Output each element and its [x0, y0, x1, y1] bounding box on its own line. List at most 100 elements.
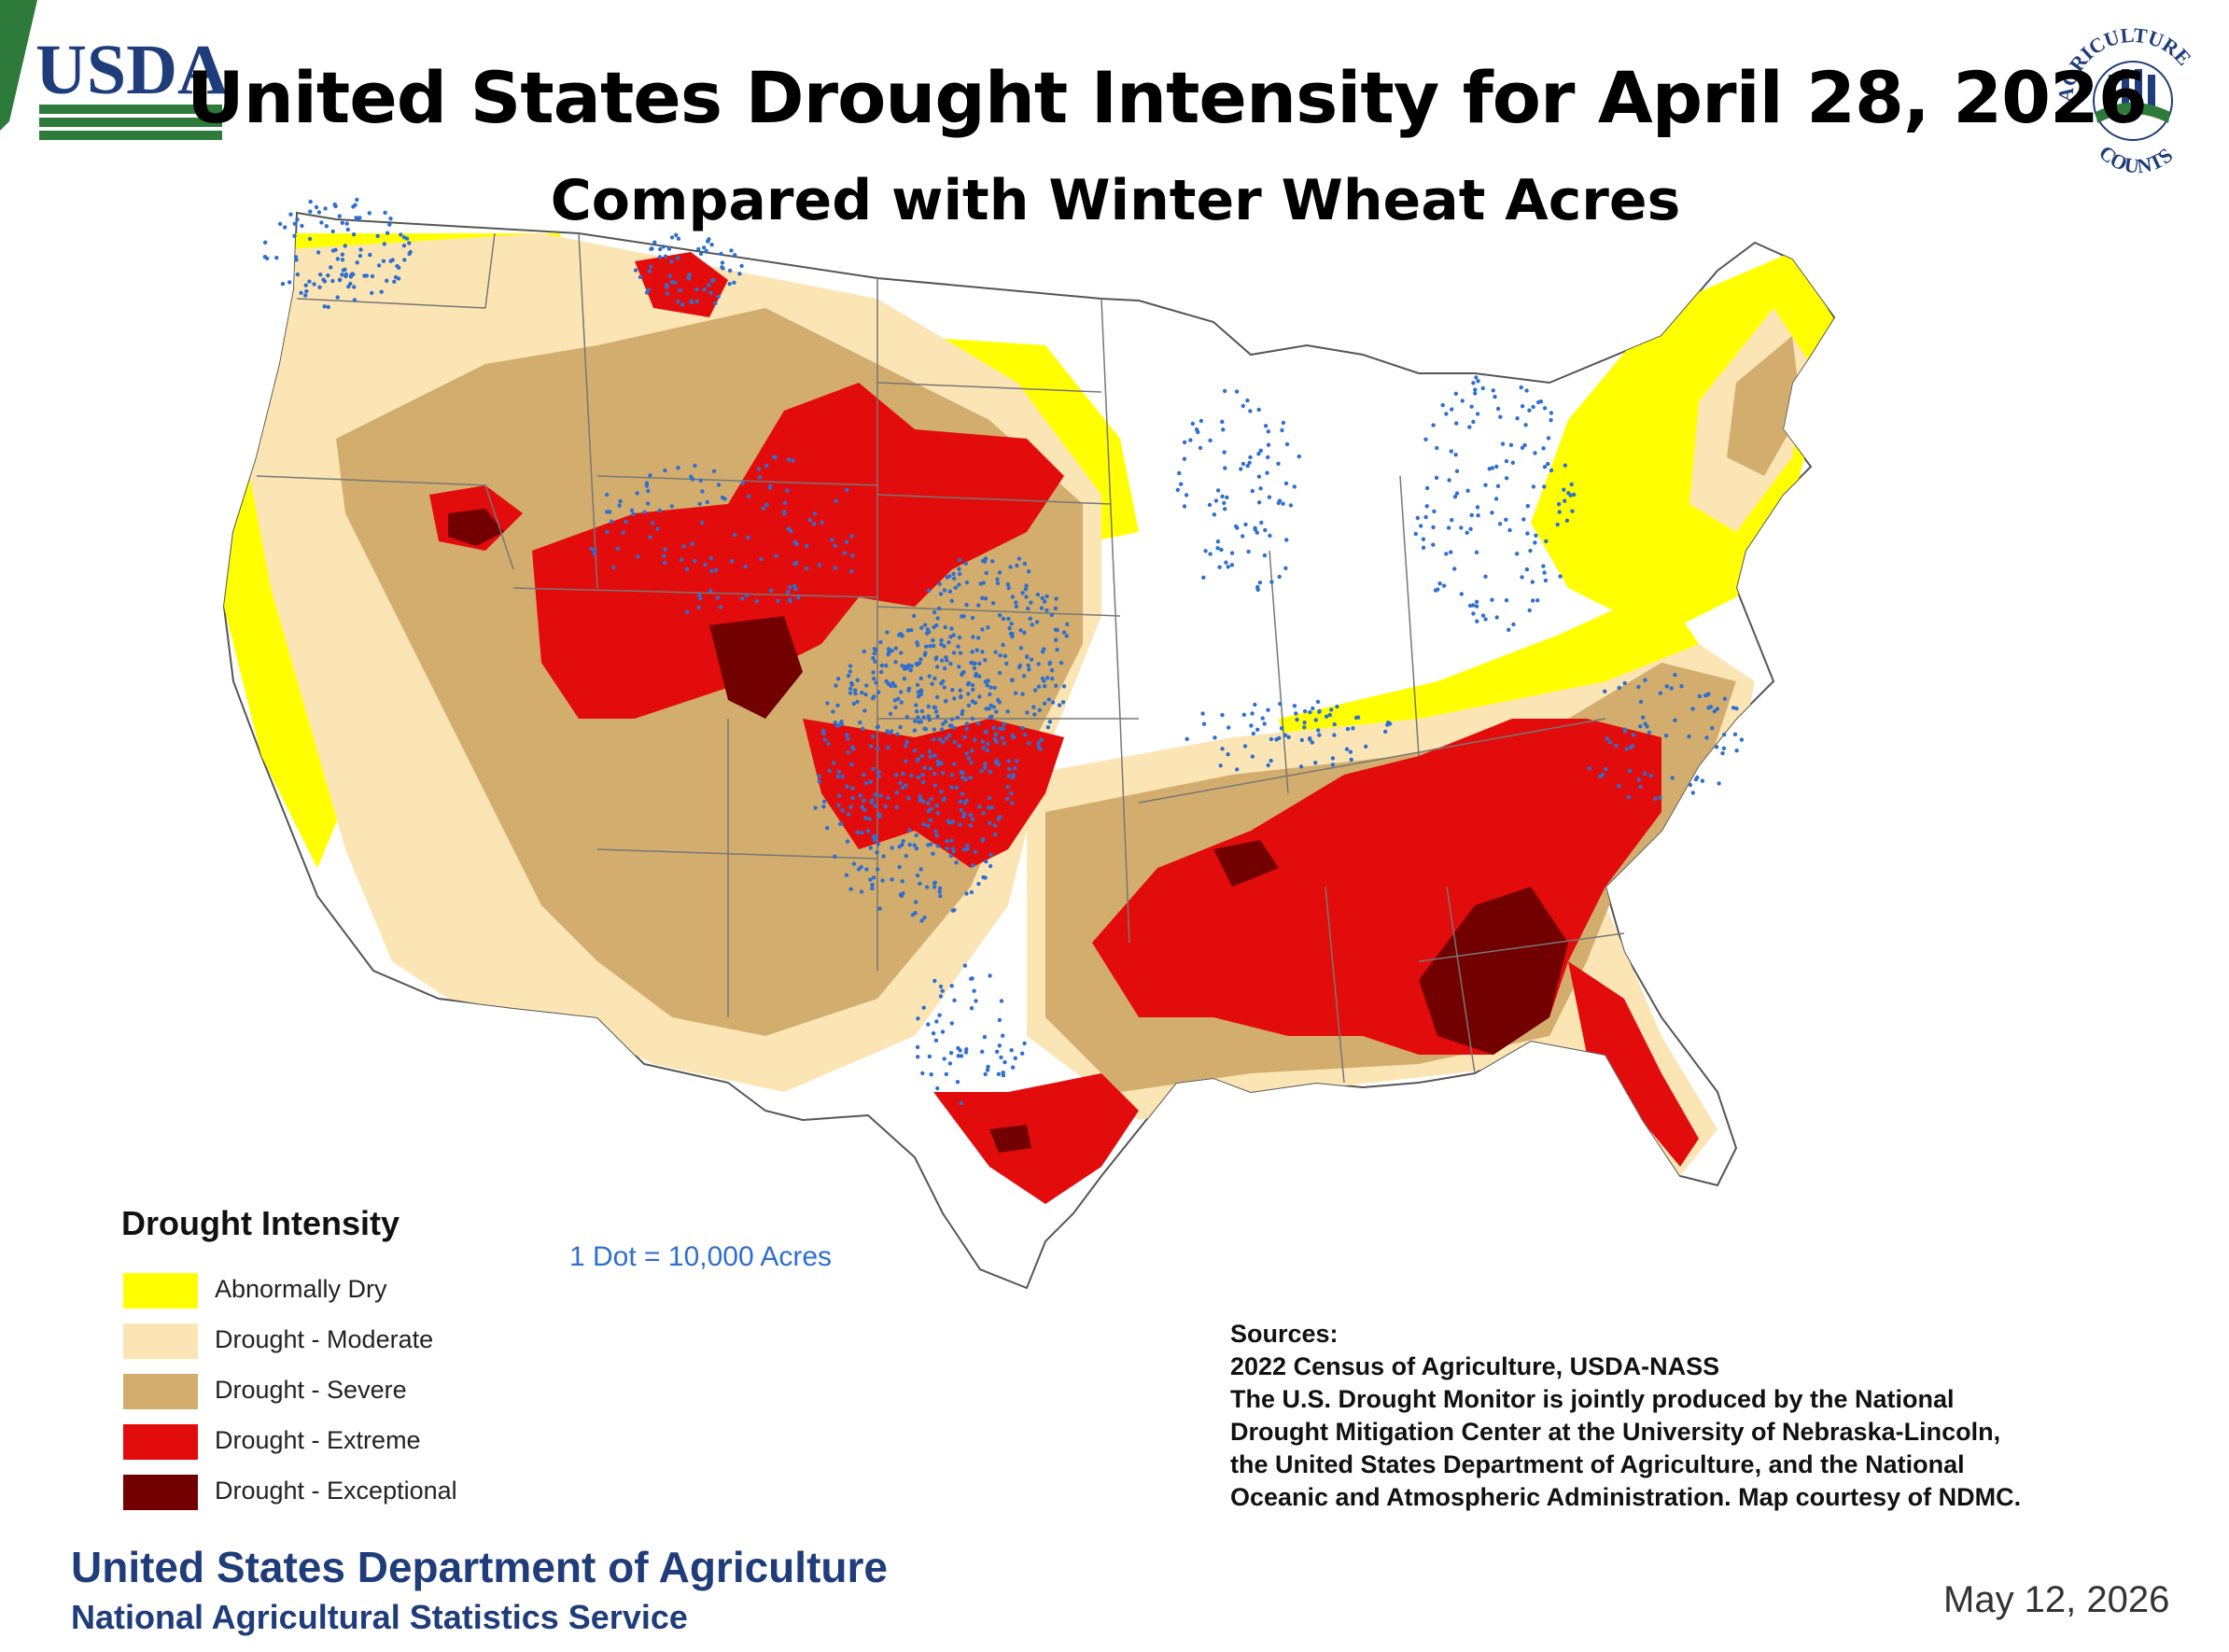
wheat-dot: [949, 1021, 954, 1026]
wheat-dot: [909, 773, 914, 778]
wheat-dot: [727, 268, 733, 273]
wheat-dot: [1605, 736, 1610, 741]
wheat-dot: [1241, 534, 1245, 539]
wheat-dot: [987, 820, 992, 826]
wheat-dot: [965, 847, 970, 852]
wheat-dot: [1449, 550, 1453, 554]
wheat-dot: [669, 259, 674, 264]
wheat-dot: [1636, 684, 1641, 690]
wheat-dot: [1220, 712, 1225, 718]
wheat-dot: [1679, 684, 1684, 689]
wheat-dot: [1283, 481, 1289, 486]
wheat-dot: [958, 688, 962, 693]
usda-logo-text: USDA: [35, 31, 229, 109]
wheat-dot: [737, 272, 742, 276]
wheat-dot: [1563, 463, 1568, 468]
wheat-dot: [983, 762, 988, 766]
wheat-dot: [920, 773, 925, 777]
wheat-dot: [932, 880, 937, 885]
wheat-dot: [665, 285, 669, 289]
wheat-dot: [353, 203, 357, 207]
wheat-dot: [999, 999, 1004, 1003]
wheat-dot: [1220, 747, 1225, 751]
wheat-dot: [693, 463, 697, 469]
wheat-dot: [1627, 768, 1633, 774]
wheat-dot: [922, 765, 927, 770]
wheat-dot: [867, 817, 872, 821]
wheat-dot: [962, 812, 967, 817]
wheat-dot: [946, 640, 951, 645]
wheat-dot: [970, 615, 975, 621]
wheat-dot: [833, 720, 837, 725]
wheat-dot: [666, 246, 672, 251]
wheat-dot: [698, 596, 703, 601]
wheat-dot: [981, 811, 986, 816]
wheat-dot: [949, 838, 954, 843]
legend-item-drought-severe: Drought - Severe: [123, 1374, 553, 1411]
wheat-dot: [1215, 488, 1221, 493]
wheat-dot: [1014, 604, 1018, 609]
wheat-dot: [782, 511, 787, 516]
wheat-dot: [868, 779, 873, 784]
wheat-dot: [980, 627, 985, 632]
wheat-dot: [871, 696, 876, 701]
wheat-dot: [1026, 569, 1031, 574]
wheat-dot: [1469, 512, 1474, 518]
wheat-dot: [1533, 451, 1537, 455]
wheat-dot: [1057, 703, 1062, 707]
wheat-dot: [909, 627, 914, 633]
wheat-dot: [935, 811, 940, 816]
wheat-dot: [1279, 726, 1284, 731]
wheat-dot: [1525, 531, 1530, 536]
wheat-dot: [1006, 616, 1011, 622]
wheat-dot: [1453, 453, 1458, 457]
wheat-dot: [1521, 517, 1526, 522]
wheat-dot: [1262, 553, 1268, 558]
wheat-dot: [1467, 425, 1472, 429]
wheat-dot: [707, 237, 711, 242]
wheat-dot: [817, 774, 821, 778]
wheat-dot: [934, 833, 939, 838]
wheat-dot: [1658, 691, 1663, 695]
wheat-dot: [1641, 715, 1646, 720]
wheat-dot: [1241, 403, 1246, 409]
wheat-dot: [893, 646, 898, 651]
wheat-dot: [898, 631, 904, 637]
wheat-dot: [932, 609, 937, 615]
wheat-dot: [981, 837, 986, 842]
state-line: [578, 232, 598, 589]
wheat-dot: [689, 299, 694, 303]
wheat-dot: [935, 714, 940, 719]
wheat-dot: [988, 703, 993, 707]
wheat-dot: [907, 842, 912, 847]
wheat-dot: [263, 240, 268, 245]
wheat-dot: [1278, 702, 1283, 707]
logo-column: [2122, 69, 2129, 112]
wheat-dot: [969, 889, 974, 895]
wheat-dot: [1044, 594, 1049, 599]
wheat-dot: [926, 801, 931, 805]
wheat-dot: [1317, 733, 1322, 737]
wheat-dot: [343, 267, 347, 272]
wheat-dot: [925, 885, 930, 889]
wheat-dot: [1313, 718, 1319, 722]
wheat-dot: [980, 650, 985, 654]
wheat-dot: [663, 468, 667, 473]
wheat-dot: [1029, 600, 1033, 605]
wheat-dot: [1268, 533, 1272, 539]
wheat-dot: [950, 819, 956, 824]
wheat-dot: [708, 290, 713, 295]
wheat-dot: [1544, 539, 1549, 544]
wheat-dot: [1483, 483, 1488, 487]
wheat-dot: [1447, 478, 1451, 483]
wheat-dot: [767, 485, 772, 490]
wheat-dot: [1199, 418, 1204, 424]
wheat-dot: [944, 736, 949, 741]
wheat-dot: [1013, 1056, 1017, 1060]
wheat-dot: [1556, 502, 1562, 507]
wheat-dot: [1040, 595, 1044, 601]
wheat-dot: [945, 658, 949, 663]
wheat-dot: [853, 691, 858, 696]
wheat-dot: [1257, 581, 1263, 585]
wheat-dot: [983, 596, 988, 601]
